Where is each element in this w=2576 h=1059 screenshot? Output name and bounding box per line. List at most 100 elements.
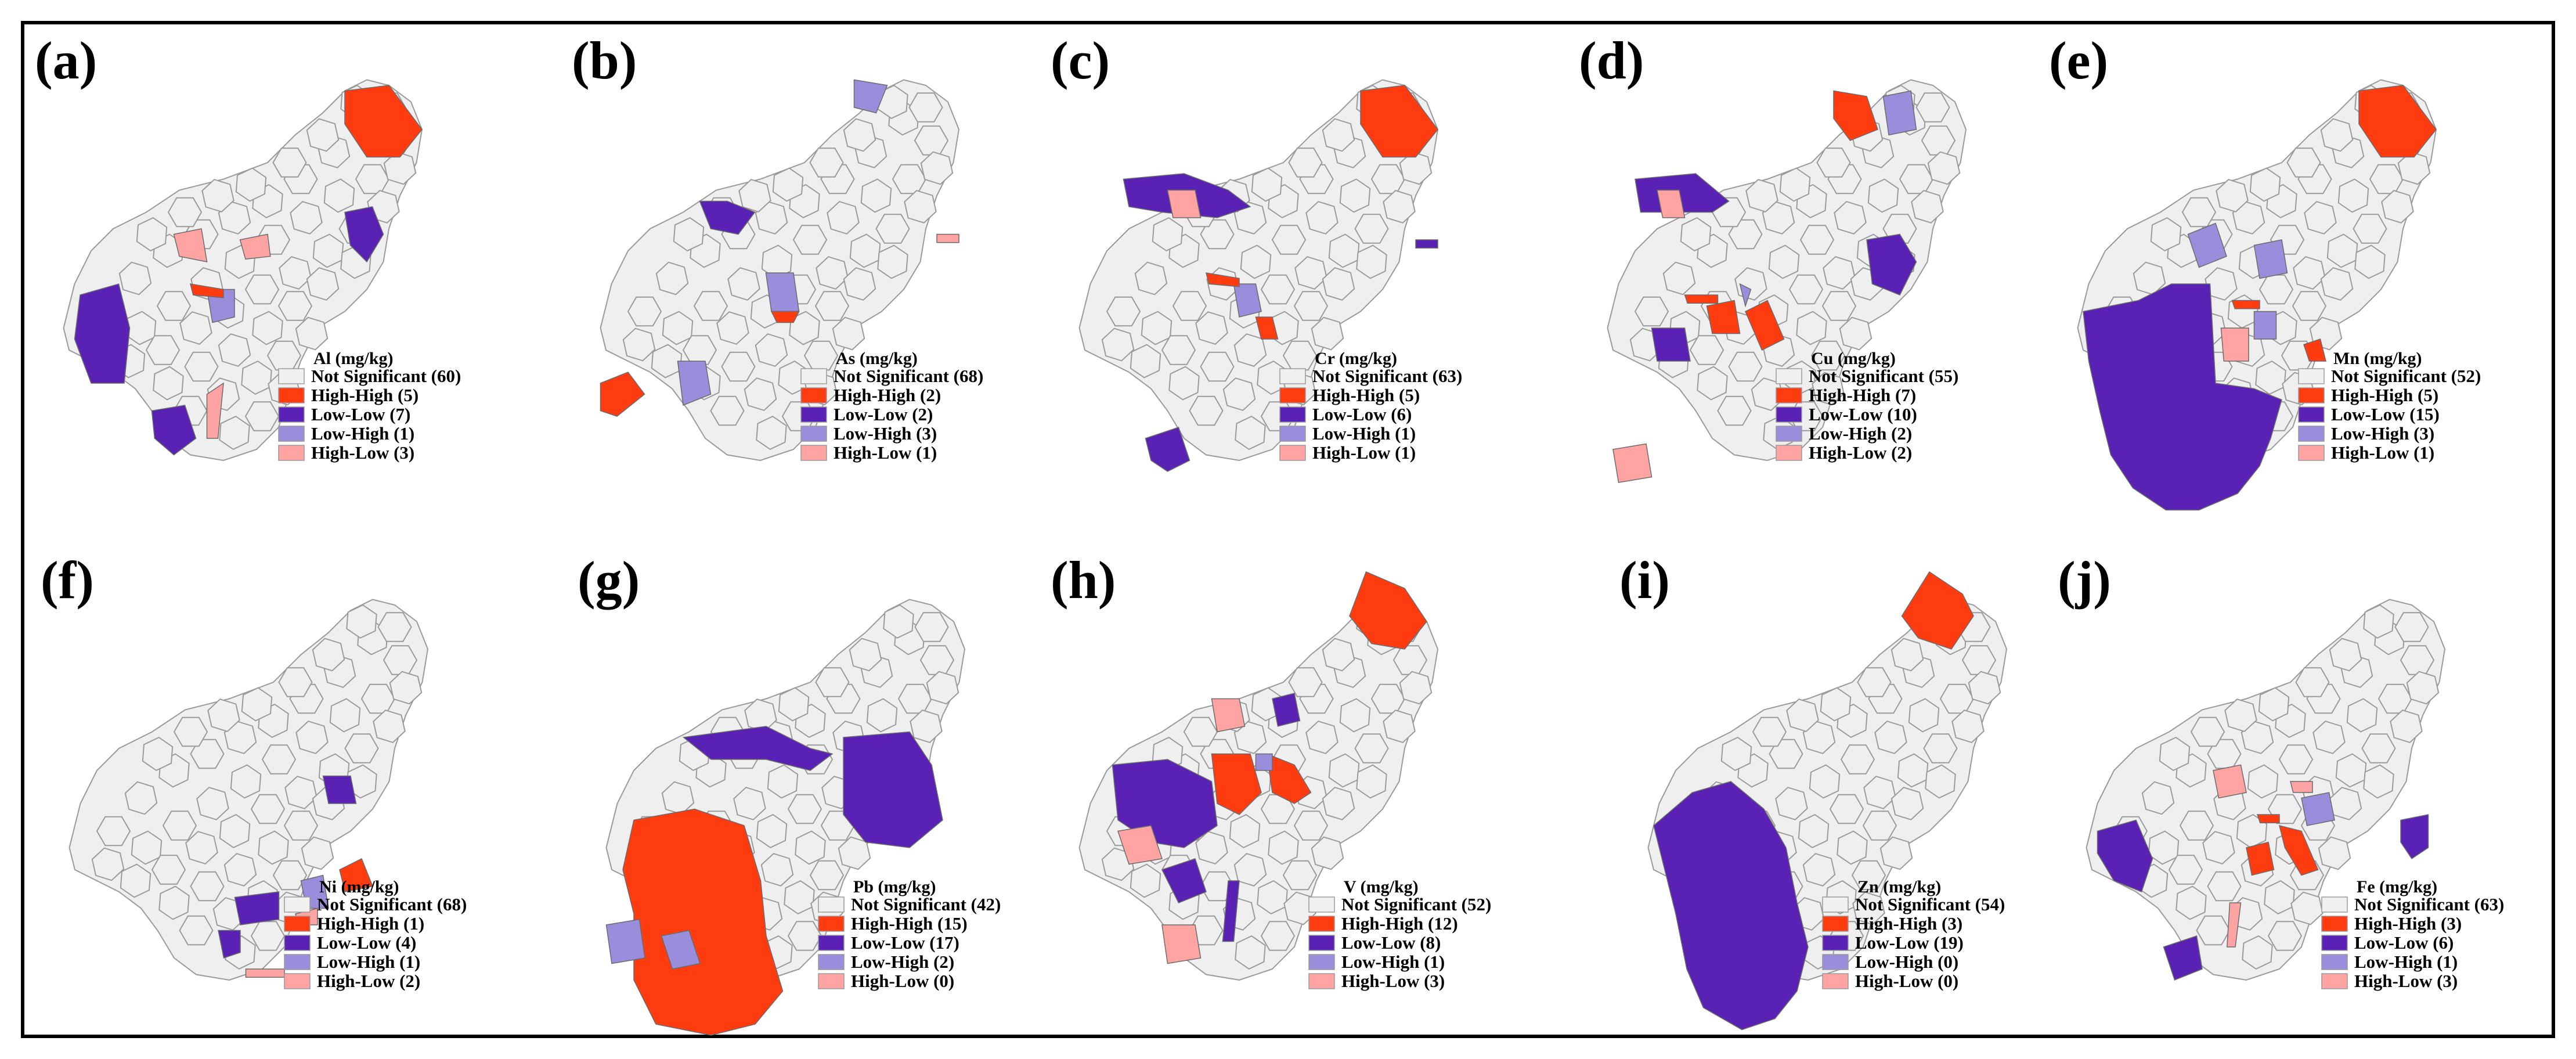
map-cell [184,351,219,382]
cluster-lh [605,918,645,964]
cluster-ll [344,206,384,263]
cluster-ll [699,200,756,235]
map-cell [295,316,329,351]
map-cell [795,830,826,865]
map-cell [1288,147,1323,178]
map-cell [738,179,771,212]
map-cell [306,267,340,301]
cluster-hh [770,311,800,323]
map-cell [252,311,283,345]
cluster-hh [1360,85,1438,158]
legend-label-hl: High-Low (0) [851,971,954,991]
map-cell [323,178,355,213]
cluster-ll [1161,858,1207,903]
map-cell [2258,687,2290,722]
legend-label-hl: High-Low (1) [1312,442,1416,463]
map-cell [1857,667,1892,697]
legend-swatch-hl [284,973,311,989]
cluster-ll [1866,233,1917,296]
legend-a: Al (mg/kg)Not Significant (60)High-High … [278,349,461,463]
legend-label-hh: High-High (5) [311,385,418,405]
map-cell [346,764,377,799]
map-cell [1680,217,1712,252]
panel-a: (a) Al (mg/kg)Not Significant (60)High-Hi… [35,31,461,463]
map-cell [151,855,186,885]
legend-label-ll: Low-Low (2) [834,404,933,424]
cluster-hl [2290,781,2313,793]
legend-label-ns: Not Significant (42) [851,894,1001,914]
cluster-hh [2231,300,2260,309]
legend-label-ns: Not Significant (52) [2331,366,2481,386]
legend-swatch-hl [1776,445,1802,461]
map-cell [784,880,815,915]
map-cell [96,816,131,847]
map-cell [1890,637,1924,672]
panel-label-f: (f) [41,550,94,610]
map-cell [1354,214,1389,244]
map-cell [301,836,334,870]
cluster-hh [339,858,374,892]
map-cell [1271,225,1307,255]
cluster-hh [1349,571,1427,650]
cluster-ll [1145,427,1190,472]
panel-i: (i) Zn (mg/kg)Not Significant (54)High-Hi… [1619,550,2008,1031]
map-cell [2168,855,2203,885]
map-cell [1106,296,1141,327]
map-cell [1812,372,1845,406]
map-cell [136,217,168,252]
map-cell [756,813,788,849]
map-cell [1257,880,1288,915]
map-cell [1879,836,1913,870]
cluster-hh [1706,300,1741,334]
map-cell [760,853,794,887]
legend-c: Cr (mg/kg)Not Significant (63)High-High … [1279,349,1462,463]
legend-title: Pb (mg/kg) [853,877,936,896]
map-cell [1383,709,1416,743]
map-cell [290,201,323,235]
cluster-hh [1684,294,1719,304]
map-cell [792,225,828,255]
map-cell [201,179,234,212]
legend-label-ll: Low-Low (15) [2331,404,2440,424]
legend-label-lh: Low-High (2) [1809,423,1912,444]
map-cell [2232,201,2265,235]
cluster-lh [2301,792,2335,826]
map-cell [1915,92,1950,123]
map-cell [860,178,892,213]
cluster-ll [234,891,280,925]
cluster-hh [1211,753,1262,815]
map-cell [693,291,728,321]
map-cell [1130,344,1161,379]
map-cell [662,311,694,345]
map-cell [2353,214,2387,244]
legend-label-ll: Low-Low (19) [1855,932,1964,953]
map-cell [383,151,417,185]
map-cell [2326,233,2358,268]
map-cell [787,921,822,951]
legend-title: Ni (mg/kg) [319,877,399,896]
map-cell [1823,256,1856,290]
map-cell [2190,716,2225,747]
legend-swatch-lh [818,954,845,970]
map-cell [1399,151,1433,185]
legend-label-ll: Low-Low (7) [311,404,410,424]
map-cell [2216,179,2249,212]
legend-swatch-hh [2298,387,2325,404]
legend-swatch-ns [818,896,845,913]
map-cell [1322,267,1355,301]
map-cell [1798,813,1830,849]
map-f [68,599,429,981]
cluster-ll [2400,814,2429,860]
cluster-hh [2246,841,2275,876]
map-cell [241,687,273,722]
map-cell [2406,671,2440,705]
legend-label-hh: High-High (3) [2354,913,2462,934]
map-cell [142,736,174,772]
legend-swatch-lh [1308,954,1335,970]
legend-swatch-lh [278,426,305,442]
legend-swatch-lh [2321,954,2348,970]
map-cell [250,794,286,824]
legend-label-ll: Low-Low (8) [1341,932,1441,953]
panel-e: (e) Mn (mg/kg)Not Significant (52)High-Hi… [2049,31,2481,511]
map-cell [2196,915,2231,946]
